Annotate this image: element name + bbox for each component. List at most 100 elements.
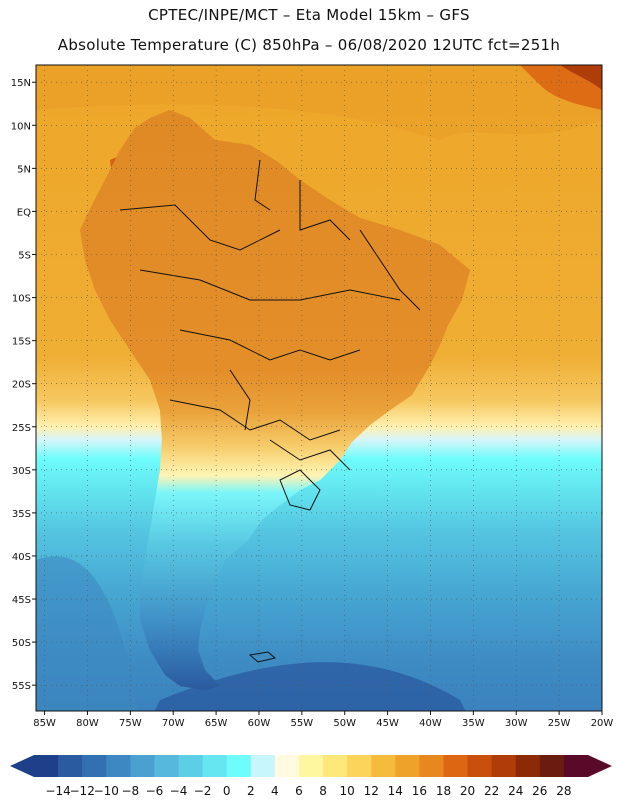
- colorbar-label: −14: [45, 784, 70, 798]
- lon-label: 40W: [419, 718, 442, 729]
- colorbar-swatch: [58, 755, 83, 777]
- warm-band: [36, 65, 602, 140]
- colorbar-swatch: [491, 755, 517, 777]
- cold-south: [154, 662, 466, 711]
- cold-sw: [36, 556, 139, 711]
- lat-label: 25S: [12, 423, 31, 434]
- lon-label: 65W: [205, 718, 228, 729]
- colorbar-label: 8: [319, 784, 327, 798]
- lon-label: 35W: [462, 718, 485, 729]
- colorbar-label: 0: [223, 784, 231, 798]
- colorbar-swatch: [515, 755, 541, 777]
- lon-label: 55W: [291, 718, 314, 729]
- border-line: [279, 469, 321, 511]
- colorbar-swatch: [202, 755, 228, 777]
- lat-label: 40S: [12, 552, 31, 563]
- lon-label: 80W: [76, 718, 99, 729]
- falkland-islands: [248, 651, 277, 663]
- lon-label: 30W: [505, 718, 528, 729]
- colorbar-label: 22: [484, 784, 499, 798]
- colorbar-swatch: [539, 755, 565, 777]
- lat-label: 35S: [12, 509, 31, 520]
- colorbar-label: −8: [121, 784, 139, 798]
- border-line: [299, 180, 351, 241]
- lat-label: 5S: [18, 250, 31, 261]
- border-line: [179, 329, 361, 361]
- colorbar-label: −6: [146, 784, 164, 798]
- colorbar-swatch: [467, 755, 493, 777]
- map-frame: [35, 64, 603, 712]
- lon-label: 50W: [333, 718, 356, 729]
- colorbar-label: 24: [508, 784, 523, 798]
- colorbar-label: 2: [247, 784, 255, 798]
- colorbar-swatch: [371, 755, 396, 777]
- colorbar-label: 18: [436, 784, 451, 798]
- colorbar-label: 14: [388, 784, 403, 798]
- colorbar-swatch: [82, 755, 107, 777]
- lat-label: 30S: [12, 466, 31, 477]
- border-line: [359, 229, 421, 311]
- colorbar-labels: −14−12−10 −8 −6 −4 −2 0 2 4 6 8 10 12 14 16 18 20 22 24 26…: [45, 784, 571, 798]
- colorbar-swatch: [395, 755, 420, 777]
- colorbar-label: 4: [271, 784, 279, 798]
- colorbar-boxes: [10, 755, 612, 777]
- colorbar-label: 10: [339, 784, 354, 798]
- colorbar-label: −2: [194, 784, 212, 798]
- colorbar-label: 12: [364, 784, 379, 798]
- colorbar-swatch: [226, 755, 252, 777]
- colorbar-swatch: [130, 755, 155, 777]
- colorbar-swatch: [154, 755, 180, 777]
- colorbar-label: 20: [460, 784, 475, 798]
- lat-label: 10S: [12, 294, 31, 305]
- colorbar-label: 26: [532, 784, 547, 798]
- colorbar-swatch: [419, 755, 444, 777]
- colorbar-swatch: [250, 755, 276, 777]
- map-title: CPTEC/INPE/MCT – Eta Model 15km – GFS: [148, 6, 470, 24]
- colorbar-label: 28: [556, 784, 571, 798]
- colorbar-arrow-right: [588, 755, 612, 777]
- colorbar-label: 6: [295, 784, 303, 798]
- colorbar-label: −4: [170, 784, 188, 798]
- border-line: [169, 399, 341, 441]
- lon-label: 60W: [248, 718, 271, 729]
- colorbar-swatch: [347, 755, 372, 777]
- colorbar-swatch: [298, 755, 324, 777]
- border-line: [269, 439, 351, 471]
- colorbar-swatch: [443, 755, 469, 777]
- lon-label: 85W: [33, 718, 56, 729]
- colorbar-label: −10: [94, 784, 119, 798]
- lat-label: 20S: [12, 380, 31, 391]
- colorbar-arrow-left: [10, 755, 34, 777]
- border-line: [229, 369, 251, 431]
- colorbar-swatch: [106, 755, 131, 777]
- map-subtitle: Absolute Temperature (C) 850hPa – 06/08/…: [57, 36, 561, 54]
- lat-label: 15S: [12, 337, 31, 348]
- hot-spot-ne-core: [560, 65, 602, 90]
- lat-label: 55S: [12, 681, 31, 692]
- lon-label: 45W: [376, 718, 399, 729]
- lon-label: 25W: [548, 718, 571, 729]
- axis-ticks: 15N 10N 5N EQ 5S 10S 15S 20S 25S 30S 35S 40S 45S 50S 5…: [11, 78, 614, 729]
- border-line: [139, 269, 401, 301]
- lat-label: 50S: [12, 638, 31, 649]
- lat-label: 5N: [17, 164, 31, 175]
- lon-label: 75W: [119, 718, 142, 729]
- lat-label: 10N: [11, 121, 31, 132]
- colorbar-swatch: [563, 755, 589, 777]
- border-line: [254, 159, 271, 211]
- colorbar-swatch: [34, 755, 59, 777]
- lon-label: 20W: [591, 718, 614, 729]
- country-borders: [79, 109, 471, 691]
- colorbar-label: 16: [412, 784, 427, 798]
- lat-label: 15N: [11, 78, 31, 89]
- lat-label: EQ: [17, 207, 31, 218]
- lon-label: 70W: [162, 718, 185, 729]
- colorbar-swatch: [323, 755, 348, 777]
- lat-label: 45S: [12, 595, 31, 606]
- colorbar-swatch: [178, 755, 204, 777]
- border-line: [119, 204, 281, 251]
- colorbar-label: −12: [70, 784, 95, 798]
- colorbar-swatch: [274, 755, 300, 777]
